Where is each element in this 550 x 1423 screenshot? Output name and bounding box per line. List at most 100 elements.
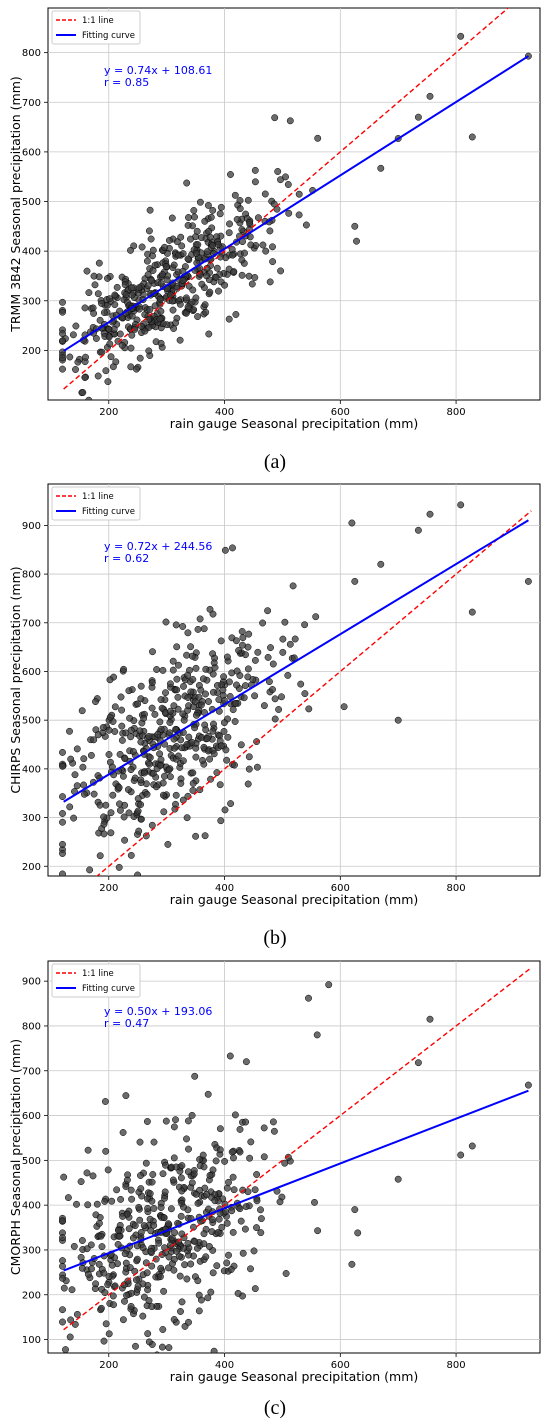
data-point-c-300 [105, 1330, 113, 1338]
data-point-c-177 [115, 1232, 123, 1240]
x-tick-label-400: 400 [215, 407, 234, 418]
data-point-c-273 [311, 1198, 318, 1206]
data-point-b-417 [86, 866, 94, 874]
data-point-b-138 [265, 678, 273, 686]
data-point-b-188 [145, 760, 153, 768]
x-axis-label-a: rain gauge Seasonal precipitation (mm) [170, 416, 419, 431]
data-point-b-438 [237, 741, 245, 749]
data-point-c-298 [127, 1302, 135, 1310]
data-point-c-284 [209, 1166, 217, 1174]
data-point-a-234 [259, 241, 267, 249]
data-point-b-392 [233, 681, 240, 689]
data-point-c-122 [129, 1377, 135, 1383]
data-point-b-465 [125, 687, 133, 695]
data-point-a-399 [202, 308, 210, 316]
data-point-b-367 [165, 766, 173, 774]
data-point-c-440 [164, 1220, 172, 1228]
data-point-b-335 [279, 635, 287, 643]
data-point-a-124 [98, 348, 106, 356]
x-ticks-a: 200 400 600 800 [99, 400, 466, 418]
data-point-c-105 [139, 1244, 147, 1252]
data-point-b-48 [142, 832, 150, 840]
data-point-a-104 [184, 221, 192, 229]
one-to-one-line-b [96, 510, 532, 876]
data-point-b-28 [253, 763, 261, 771]
data-point-c-467 [188, 1179, 196, 1187]
data-point-a-469 [145, 316, 153, 323]
data-point-a-481 [457, 32, 465, 40]
data-point-b-184 [73, 745, 81, 753]
data-point-b-432 [143, 790, 151, 798]
data-point-a-260 [204, 201, 212, 209]
data-point-b-279 [59, 762, 66, 770]
data-point-c-420 [160, 1214, 168, 1222]
data-point-c-97 [253, 1197, 261, 1205]
data-point-b-212 [100, 820, 108, 828]
data-point-b-350 [105, 751, 113, 758]
data-point-a-145 [225, 315, 233, 323]
data-point-a-312 [127, 246, 134, 254]
data-point-c-218 [154, 1351, 160, 1353]
data-point-c-170 [148, 1178, 156, 1186]
data-point-b-225 [59, 810, 66, 817]
data-point-b-207 [209, 688, 217, 696]
y-tick-label-500: 500 [22, 197, 41, 208]
data-point-b-121 [184, 629, 192, 637]
data-point-c-473 [132, 1365, 138, 1371]
data-point-c-135 [68, 1286, 76, 1294]
data-point-a-89 [216, 210, 224, 218]
data-point-a-421 [189, 286, 197, 294]
data-point-a-270 [183, 179, 191, 187]
y-tick-label-500: 500 [22, 1156, 41, 1167]
data-point-a-120 [246, 233, 254, 241]
data-point-b-479 [67, 755, 75, 763]
data-point-c-259 [66, 1333, 74, 1341]
data-point-a-118 [282, 173, 289, 181]
fit-r-a: r = 0.85 [104, 76, 149, 89]
y-axis-label-a: TRMM 3B42 Seasonal precipitation (mm) [8, 76, 23, 333]
data-point-a-267 [104, 378, 112, 386]
y-tick-label-400: 400 [22, 1201, 41, 1212]
data-point-b-423 [115, 784, 123, 792]
data-point-b-194 [99, 724, 107, 731]
data-point-a-468 [203, 272, 210, 280]
data-point-a-51 [90, 411, 96, 417]
data-point-c-308 [170, 1255, 178, 1263]
data-point-a-345 [165, 236, 173, 244]
data-point-a-199 [238, 226, 246, 234]
data-point-b-183 [157, 725, 165, 733]
data-point-b-27 [254, 648, 262, 656]
data-point-b-295 [241, 682, 249, 690]
data-point-c-488 [313, 1031, 321, 1039]
data-point-b-478 [145, 732, 153, 740]
data-point-a-388 [206, 288, 214, 296]
data-point-b-249 [107, 829, 115, 837]
data-point-c-310 [208, 1228, 216, 1236]
y-tick-label-600: 600 [22, 1111, 41, 1122]
data-point-c-33 [60, 1284, 68, 1292]
data-point-a-320 [69, 331, 77, 339]
data-point-b-314 [79, 763, 87, 771]
data-point-a-157 [192, 294, 200, 302]
data-point-c-251 [139, 1312, 147, 1320]
data-point-c-401 [144, 1286, 152, 1294]
y-ticks-a: 200 300 400 500 600 700 800 [22, 48, 48, 357]
data-point-a-131 [59, 298, 66, 306]
data-point-c-202 [162, 1117, 170, 1125]
data-point-b-132 [161, 772, 168, 780]
data-point-b-135 [107, 809, 115, 817]
data-point-b-450 [209, 727, 217, 735]
x-axis-label-c: rain gauge Seasonal precipitation (mm) [170, 1369, 419, 1384]
data-point-c-449 [73, 1310, 81, 1318]
y-tick-label-200: 200 [22, 346, 41, 357]
data-point-b-181 [284, 671, 292, 679]
data-point-c-368 [223, 1184, 231, 1192]
data-point-c-330 [126, 1264, 134, 1272]
data-point-a-380 [136, 354, 144, 362]
data-point-a-295 [107, 353, 115, 361]
data-point-c-366 [105, 1273, 113, 1281]
data-point-b-114 [229, 544, 236, 552]
data-point-a-376 [233, 215, 241, 223]
data-point-b-289 [184, 694, 192, 701]
